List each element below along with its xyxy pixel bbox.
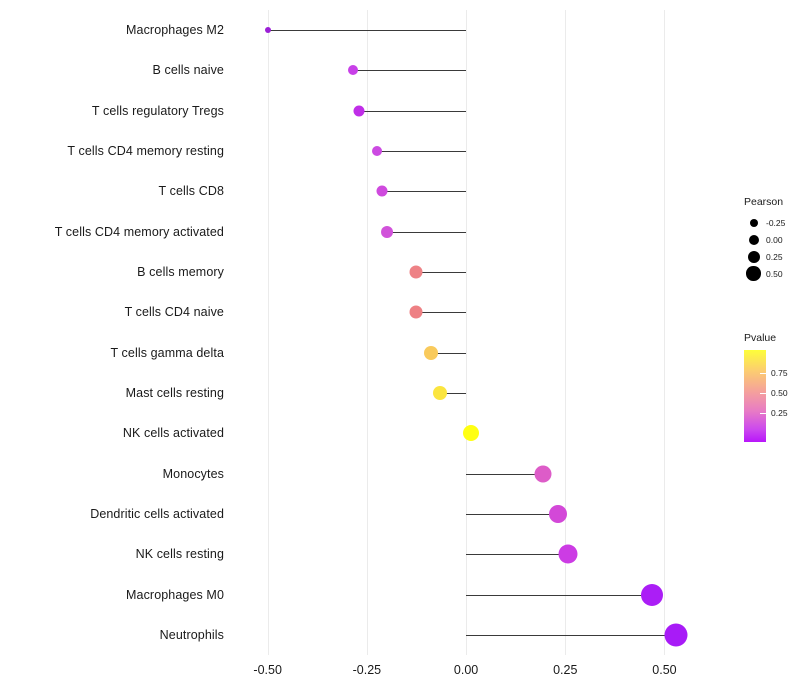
colorbar-tick — [760, 413, 767, 415]
colorbar-tick — [760, 393, 767, 395]
y-axis-tick-label: Mast cells resting — [125, 385, 224, 400]
size-legend: Pearson -0.25 0.00 0.25 0.50 — [744, 196, 800, 282]
x-axis-tick-label: -0.50 — [253, 663, 282, 677]
gridline — [565, 10, 567, 655]
size-legend-dot-wrap — [744, 250, 763, 263]
lollipop-stem — [358, 110, 467, 112]
data-point[interactable] — [376, 185, 388, 197]
size-legend-dot-wrap — [744, 234, 763, 245]
lollipop-stem — [466, 513, 559, 515]
y-axis-tick-label: B cells memory — [137, 265, 224, 280]
size-legend-label: -0.25 — [766, 217, 786, 228]
y-axis-tick-label: T cells regulatory Tregs — [91, 103, 224, 118]
data-point[interactable] — [409, 265, 423, 279]
lollipop-stem — [267, 30, 467, 32]
x-axis-tick-label: 0.50 — [652, 663, 677, 677]
y-axis-tick-label: NK cells activated — [122, 426, 224, 441]
data-point[interactable] — [432, 385, 447, 400]
size-legend-label: 0.00 — [766, 234, 783, 245]
lollipop-stem — [466, 554, 569, 556]
size-legend-item[interactable]: 0.50 — [744, 265, 800, 282]
size-legend-dot — [748, 234, 759, 245]
size-legend-label: 0.25 — [766, 251, 783, 262]
size-legend-entries: -0.25 0.00 0.25 0.50 — [744, 214, 800, 282]
y-axis-tick-label: T cells CD4 memory resting — [67, 144, 224, 159]
plot-panel — [228, 10, 720, 655]
lollipop-stem — [376, 151, 467, 153]
y-axis-tick-label: Neutrophils — [159, 627, 224, 642]
colorbar-gradient — [744, 350, 766, 442]
colorbar-tick-label: 0.75 — [771, 368, 788, 378]
x-axis-tick-label: 0.00 — [453, 663, 479, 677]
colorbar-tick-label: 0.50 — [771, 388, 788, 399]
lollipop-stem — [415, 272, 467, 274]
size-legend-dot-wrap — [744, 266, 763, 281]
data-point[interactable] — [371, 146, 382, 157]
data-point[interactable] — [353, 105, 365, 117]
lollipop-stem — [381, 191, 467, 193]
y-axis-tick-label: T cells CD4 naive — [124, 305, 224, 320]
x-axis-tick-label: -0.25 — [352, 663, 382, 677]
size-legend-item[interactable]: 0.00 — [744, 231, 800, 248]
size-legend-title: Pearson — [744, 196, 784, 208]
lollipop-stem — [466, 594, 652, 596]
data-point[interactable] — [424, 345, 439, 360]
x-axis-tick-label: 0.25 — [553, 663, 578, 677]
y-axis-tick-label: Dendritic cells activated — [90, 506, 224, 521]
colorbar-wrap: 0.75 0.50 0.25 — [744, 350, 800, 445]
lollipop-stem — [352, 70, 467, 72]
colorbar-tick — [760, 373, 767, 374]
gridline — [366, 10, 368, 655]
y-axis-tick-label: T cells CD4 memory activated — [54, 224, 224, 239]
data-point[interactable] — [664, 623, 688, 647]
gridline — [664, 10, 666, 655]
y-axis-tick-label: NK cells resting — [135, 547, 224, 562]
lollipop-stem — [386, 231, 467, 233]
x-axis: -0.50 -0.25 0.00 0.25 0.50 — [228, 655, 720, 685]
data-point[interactable] — [640, 583, 663, 606]
size-legend-dot — [747, 250, 760, 263]
lollipop-stem — [466, 634, 677, 636]
data-point[interactable] — [347, 65, 358, 76]
data-point[interactable] — [462, 425, 479, 442]
size-legend-label: 0.50 — [766, 268, 783, 279]
size-legend-dot — [746, 266, 761, 281]
y-axis-tick-label: T cells CD8 — [158, 184, 224, 199]
lollipop-stem — [431, 352, 467, 354]
y-axis-tick-label: Macrophages M0 — [126, 587, 224, 602]
y-axis-tick-label: Macrophages M2 — [126, 23, 224, 38]
y-axis-tick-label: T cells gamma delta — [110, 345, 224, 360]
data-point[interactable] — [409, 305, 423, 319]
size-legend-item[interactable]: 0.25 — [744, 248, 800, 265]
y-axis-labels: Macrophages M2 B cells naive T cells regul… — [0, 10, 224, 655]
size-legend-dot-wrap — [744, 218, 763, 227]
gridline — [267, 10, 269, 655]
lollipop-stem — [466, 473, 544, 475]
data-point[interactable] — [264, 27, 271, 34]
data-point[interactable] — [380, 225, 393, 238]
size-legend-item[interactable]: -0.25 — [744, 214, 800, 231]
lollipop-stem — [416, 312, 467, 314]
size-legend-dot — [749, 218, 758, 227]
gridline — [466, 10, 468, 655]
color-legend-title: Pvalue — [744, 332, 777, 344]
data-point[interactable] — [558, 544, 578, 564]
y-axis-tick-label: Monocytes — [162, 466, 224, 481]
data-point[interactable] — [534, 465, 552, 483]
lollipop-stem — [439, 392, 467, 394]
colorbar-tick-label: 0.25 — [771, 408, 788, 419]
data-point[interactable] — [549, 504, 568, 523]
color-legend: Pvalue 0.75 0.50 0.25 — [744, 332, 800, 445]
y-axis-tick-label: B cells naive — [152, 63, 224, 78]
